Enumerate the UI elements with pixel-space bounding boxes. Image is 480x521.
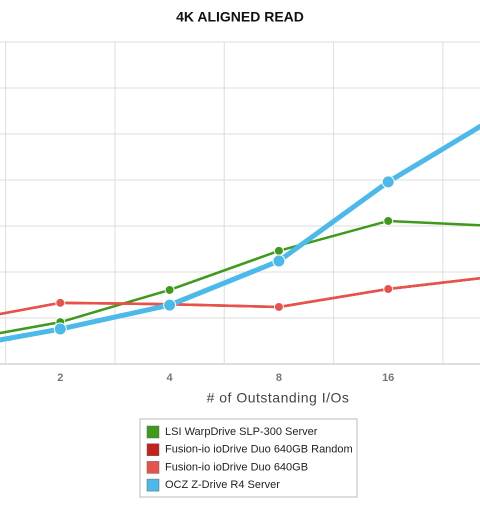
series-line (0, 219, 480, 335)
x-tick-label: 4 (167, 372, 174, 384)
data-point (381, 175, 395, 189)
legend-swatch (146, 425, 160, 439)
legend-label: OCZ Z-Drive R4 Server (165, 479, 280, 491)
legend-swatch (146, 461, 160, 474)
x-tick-label: 8 (276, 372, 282, 384)
data-point (164, 284, 175, 295)
plot-area (0, 123, 480, 343)
data-point (163, 298, 177, 312)
x-axis-title: # of Outstanding I/Os (207, 390, 350, 406)
series-line (0, 276, 480, 316)
legend-swatch (146, 443, 160, 456)
series-line (0, 276, 480, 316)
x-tick-label: 2 (57, 372, 63, 384)
legend-swatch (146, 478, 160, 492)
legend-label: LSI WarpDrive SLP-300 Server (165, 426, 318, 438)
data-point (272, 254, 286, 268)
chart-title: 4K ALIGNED READ (176, 9, 304, 25)
data-point (273, 301, 284, 312)
grid (0, 41, 480, 365)
x-axis: 2 4 8 16 (57, 372, 394, 384)
series-line (0, 123, 480, 343)
data-point (53, 322, 67, 336)
data-point (273, 245, 284, 256)
data-point (55, 297, 66, 308)
legend: LSI WarpDrive SLP-300 Server Fusion-io io… (139, 418, 358, 498)
x-tick-label: 16 (382, 372, 394, 384)
legend-label: Fusion-io ioDrive Duo 640GB Random (165, 444, 353, 456)
data-point (383, 284, 394, 295)
data-point (383, 215, 394, 226)
legend-label: Fusion-io ioDrive Duo 640GB (165, 461, 308, 473)
legend-box (139, 418, 358, 498)
